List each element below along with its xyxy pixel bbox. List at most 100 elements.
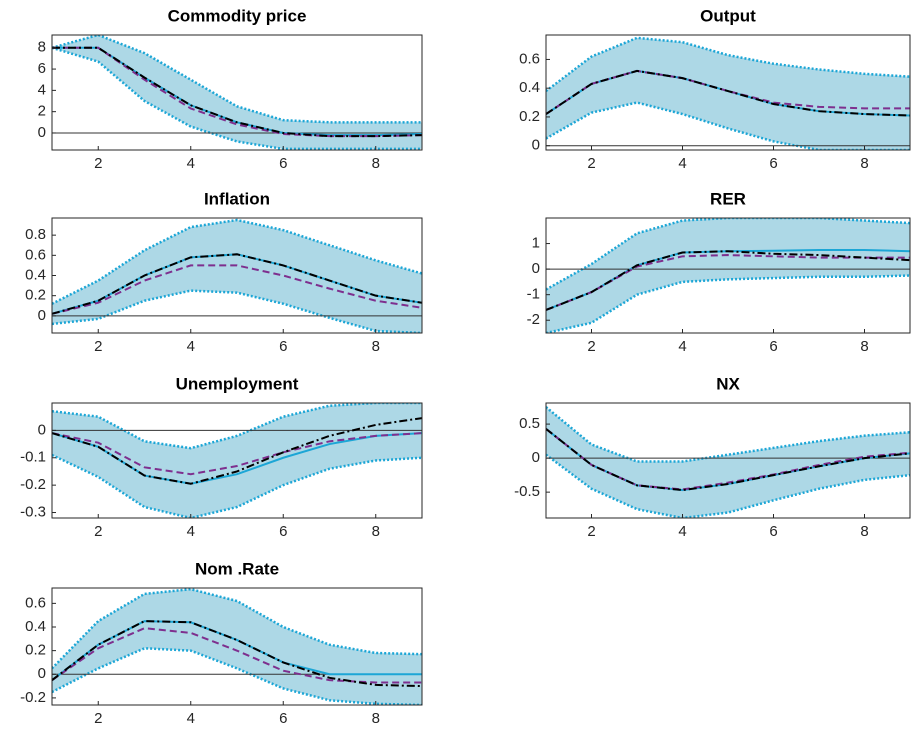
response-line (52, 264, 422, 315)
band-edge (52, 46, 422, 150)
response-line (52, 46, 422, 138)
response-line (52, 253, 422, 315)
x-tick-label: 8 (372, 338, 380, 355)
plot-area (546, 406, 910, 518)
x-tick-label: 4 (678, 523, 686, 540)
response-line (546, 428, 910, 492)
y-tick-label: 0 (532, 137, 540, 154)
x-tick-label: 8 (860, 338, 868, 355)
x-tick-label: 4 (187, 523, 195, 540)
plot-area (546, 218, 910, 333)
panel-title: Commodity price (168, 6, 307, 25)
response-line (52, 46, 422, 138)
panel: Output 0 0.2 0.4 0.6 2 4 6 8 (519, 6, 911, 172)
band-edge (546, 101, 910, 150)
x-tick-label: 8 (372, 155, 380, 172)
x-tick-label: 8 (372, 710, 380, 727)
response-line (52, 620, 422, 688)
panel: RER -2 -1 0 1 2 4 6 8 (527, 189, 911, 355)
confidence-band (546, 407, 910, 518)
y-tick-label: 1 (532, 235, 540, 252)
x-tick-label: 6 (769, 155, 777, 172)
response-line (52, 417, 422, 485)
band-edge (52, 453, 422, 518)
panel: Commodity price 0 2 4 6 8 2 4 6 8 (38, 6, 423, 172)
x-tick-label: 2 (587, 338, 595, 355)
y-tick-label: 0 (532, 260, 540, 277)
y-tick-label: 0.8 (25, 226, 46, 243)
confidence-band (52, 403, 422, 518)
panel: Inflation 0 0.2 0.4 0.6 0.8 2 4 6 8 (25, 189, 423, 355)
confidence-band (52, 35, 422, 149)
x-tick-label: 4 (678, 338, 686, 355)
plot-area (52, 403, 422, 518)
panel-title: Nom .Rate (195, 559, 279, 578)
confidence-band (52, 589, 422, 705)
x-tick-label: 6 (279, 338, 287, 355)
band-edge (52, 35, 422, 124)
axes-frame (51, 402, 423, 519)
x-tick-label: 2 (587, 155, 595, 172)
y-tick-label: 8 (38, 39, 46, 56)
y-tick-label: 0 (38, 665, 46, 682)
response-line (546, 428, 910, 491)
response-line (546, 69, 910, 117)
confidence-band (52, 220, 422, 333)
y-tick-label: 0.6 (519, 50, 540, 67)
x-tick-label: 6 (769, 338, 777, 355)
y-tick-label: -0.3 (20, 503, 46, 520)
band-edge (546, 36, 910, 93)
plot-area (52, 588, 422, 705)
y-tick-label: -0.5 (514, 483, 540, 500)
axes-frame (51, 587, 423, 706)
y-tick-label: 0.4 (25, 266, 46, 283)
x-tick-label: 2 (587, 523, 595, 540)
y-tick-label: 6 (38, 60, 46, 77)
band-edge (546, 274, 910, 333)
y-tick-label: -0.1 (20, 449, 46, 466)
x-tick-label: 8 (860, 155, 868, 172)
y-tick-label: 0 (38, 421, 46, 438)
x-tick-label: 8 (372, 523, 380, 540)
band-edge (52, 289, 422, 333)
y-tick-label: 0.4 (25, 618, 46, 635)
plot-area (546, 36, 910, 150)
x-tick-label: 2 (94, 710, 102, 727)
y-tick-label: 0.6 (25, 594, 46, 611)
y-tick-label: 2 (38, 103, 46, 120)
x-tick-label: 6 (279, 523, 287, 540)
y-tick-label: 0 (532, 449, 540, 466)
panel: Nom .Rate -0.2 0 0.2 0.4 0.6 2 4 6 8 (20, 559, 423, 727)
panel-title: NX (716, 374, 740, 393)
y-tick-label: 0.6 (25, 246, 46, 263)
panel-title: RER (710, 189, 746, 208)
y-tick-label: -1 (527, 286, 540, 303)
plot-area (52, 35, 422, 150)
y-tick-label: -0.2 (20, 689, 46, 706)
axes-frame (51, 34, 423, 151)
x-tick-label: 6 (279, 710, 287, 727)
y-tick-label: 0.4 (519, 79, 540, 96)
y-tick-label: 0.2 (25, 287, 46, 304)
x-tick-label: 4 (678, 155, 686, 172)
x-tick-label: 6 (279, 155, 287, 172)
band-edge (52, 647, 422, 705)
y-tick-label: 4 (38, 81, 46, 98)
band-edge (52, 218, 422, 305)
x-tick-label: 2 (94, 523, 102, 540)
x-tick-label: 4 (187, 338, 195, 355)
x-tick-label: 6 (769, 523, 777, 540)
axes-frame (545, 34, 911, 151)
axes-frame (545, 217, 911, 334)
y-tick-label: -0.2 (20, 476, 46, 493)
x-tick-label: 4 (187, 155, 195, 172)
y-tick-label: 0 (38, 124, 46, 141)
y-tick-label: 0 (38, 307, 46, 324)
y-tick-label: 0.2 (519, 108, 540, 125)
y-tick-label: -2 (527, 311, 540, 328)
panel: Unemployment -0.3 -0.2 -0.1 0 2 4 6 8 (20, 374, 423, 540)
band-edge (52, 403, 422, 450)
response-line (52, 432, 422, 476)
confidence-band (546, 218, 910, 333)
